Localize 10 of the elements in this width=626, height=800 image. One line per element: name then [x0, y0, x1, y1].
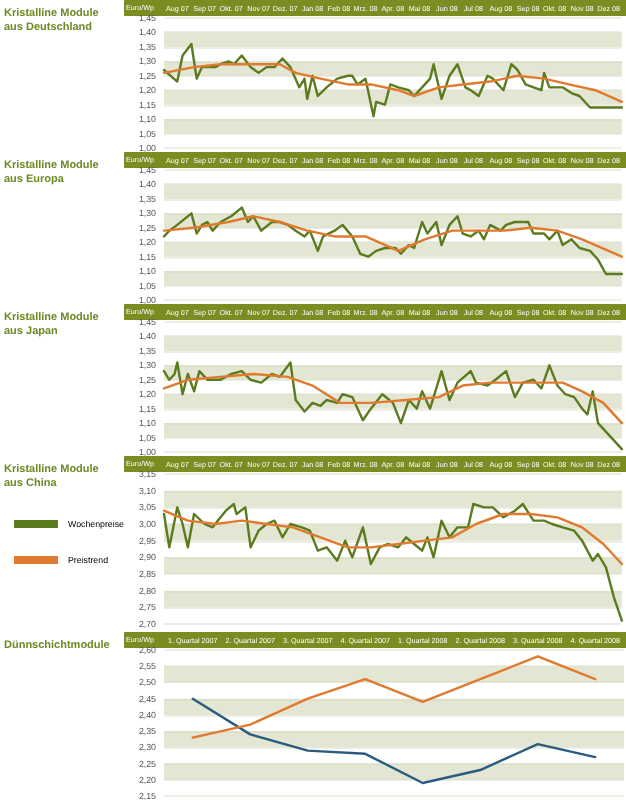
line-series	[191, 697, 597, 785]
line-series	[162, 372, 624, 425]
line-series	[162, 361, 624, 451]
line-series	[162, 509, 624, 566]
line-series	[162, 215, 624, 258]
line-series	[162, 42, 624, 118]
line-series	[162, 206, 624, 276]
line-series	[162, 502, 624, 622]
line-series	[162, 63, 624, 103]
line-series	[191, 655, 597, 739]
